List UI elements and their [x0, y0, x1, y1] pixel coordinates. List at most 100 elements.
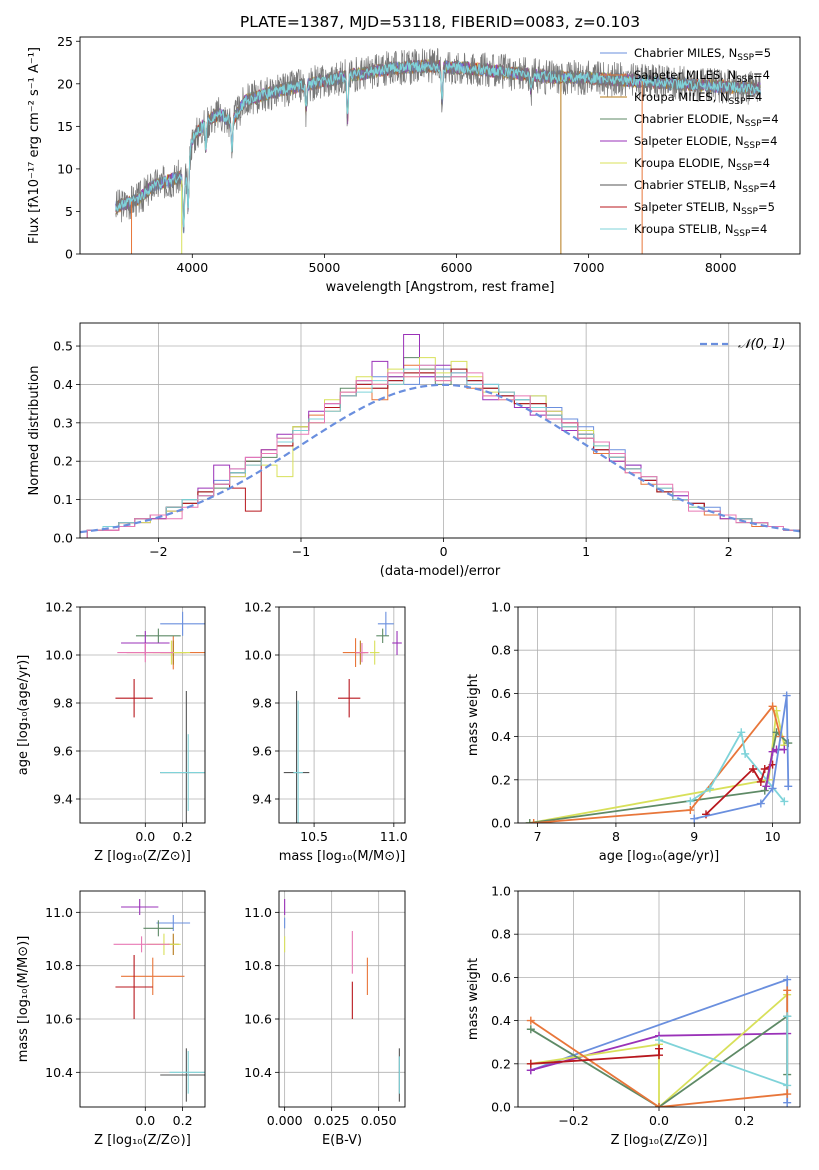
y-tick-label: 0: [65, 247, 73, 262]
y-axis-label: mass weight: [466, 958, 481, 1040]
errorbar-chabrier_elodie: [376, 628, 390, 643]
legend-subscript: SSP: [734, 229, 751, 239]
legend-subscript: SSP: [742, 185, 759, 195]
y-axis-label: age [log₁₀(age/yr)]: [16, 655, 31, 776]
legend-entry: Kroupa ELODIE, NSSP=4: [634, 156, 770, 173]
y-tick-label: 0.0: [491, 816, 511, 831]
errorbar-salpeter_stelib: [115, 955, 153, 1019]
normal-curve: [80, 383, 800, 534]
y-tick-label: 10.8: [45, 958, 73, 973]
weight-marker: [760, 786, 769, 795]
y-tick-label: 0.8: [491, 927, 511, 942]
weight-marker: [783, 1090, 792, 1099]
x-tick-label: 5000: [308, 260, 340, 275]
weight-marker: [686, 797, 695, 806]
panel-age_vs_z: 0.0 0.2 9.4 9.6 9.8 10.0 10.2 Z [log₁₀(Z/Z⊙)] ag…: [16, 600, 206, 864]
y-tick-label: 0.3: [53, 415, 73, 430]
x-tick-label: 0.0: [135, 1113, 155, 1128]
x-tick-label: 0.050: [361, 1113, 397, 1128]
plot-area: [115, 611, 205, 823]
errorbar-pink: [355, 643, 369, 663]
chart-title: PLATE=1387, MJD=53118, FIBERID=0083, z=0…: [240, 13, 640, 31]
x-tick-label: −1: [292, 544, 310, 559]
weight-marker: [655, 1103, 663, 1107]
y-tick-label: 10.4: [45, 1065, 73, 1080]
y-tick-label: 10.6: [244, 1012, 272, 1027]
y-tick-label: 0.4: [53, 377, 73, 392]
legend-entry: Chabrier ELODIE, NSSP=4: [634, 112, 779, 129]
legend-entry: Chabrier STELIB, NSSP=4: [634, 178, 776, 195]
legend-subscript: SSP: [744, 141, 761, 151]
x-tick-label: 6000: [441, 260, 473, 275]
legend-tail: =4: [745, 90, 762, 104]
weight-marker: [655, 1044, 663, 1053]
errorbar-salpeter_stelib: [338, 679, 361, 718]
legend-label: Chabrier STELIB, N: [634, 178, 742, 192]
x-tick-label: 7: [534, 829, 542, 844]
legend-subscript: SSP: [737, 53, 754, 63]
y-tick-label: 1.0: [491, 884, 511, 899]
x-axis-label: age [log₁₀(age/yr)]: [599, 849, 720, 864]
x-tick-label: 10: [765, 829, 781, 844]
errorbar-chabrier_stelib: [160, 1048, 205, 1102]
y-tick-label: 0.8: [491, 643, 511, 658]
legend-subscript: SSP: [729, 97, 746, 107]
plot-area: [525, 691, 793, 823]
errorbar-pink: [117, 643, 174, 663]
plot-area: [284, 899, 400, 1102]
weight-line-kroupa_elodie: [529, 710, 786, 823]
legend-tail: =4: [759, 178, 776, 192]
legend-subscript: SSP: [736, 163, 753, 173]
weight-marker: [526, 1025, 535, 1034]
errorbar-chabrier_miles: [377, 611, 394, 636]
panel-mass_vs_ebv: 0.000 0.025 0.050 10.4 10.6 10.8 11.0 E(B-V): [244, 890, 406, 1148]
panel-mw_vs_age: 7 8 9 10 0.0 0.2 0.4 0.6 0.8 1.0 age [log₁₀(age/yr…: [466, 600, 801, 864]
weight-marker: [737, 728, 746, 737]
x-axis-label: mass [log₁₀(M/M⊙)]: [279, 849, 406, 864]
y-tick-label: 10.0: [244, 648, 272, 663]
y-tick-label: 0.1: [53, 492, 73, 507]
weight-marker: [783, 1098, 792, 1107]
errorbar-chabrier_miles: [160, 611, 205, 636]
x-axis-label: Z [log₁₀(Z/Z⊙)]: [94, 849, 191, 864]
weight-marker: [782, 691, 791, 700]
y-tick-label: 20: [57, 76, 73, 91]
legend-label: Salpeter MILES, N: [634, 68, 736, 82]
y-tick-label: 10.8: [244, 958, 272, 973]
panel-residuals: −2 −1 0 1 2 0.0 0.1 0.2 0.3 0.4 0.5 (data-model)/er…: [27, 322, 801, 579]
y-tick-label: 0.4: [491, 729, 511, 744]
weight-marker: [749, 765, 757, 773]
panel-spectrum: 4000 5000 6000 7000 8000 0 5 10 15 20 25 wavelength…: [27, 13, 801, 295]
weight-marker: [762, 782, 771, 791]
errorbar-salpeter_elodie: [121, 899, 159, 915]
weight-marker: [655, 1036, 663, 1045]
legend-tail: =4: [750, 222, 767, 236]
y-tick-label: 9.4: [252, 792, 272, 807]
x-tick-label: 0.2: [173, 829, 193, 844]
y-axis-label: mass [log₁₀(M/M⊙)]: [16, 936, 31, 1063]
axes-frame: [278, 890, 406, 1108]
weight-marker: [783, 1012, 792, 1021]
legend-subscript: SSP: [736, 75, 753, 85]
weight-marker: [690, 814, 699, 823]
y-tick-label: 11.0: [244, 905, 272, 920]
y-tick-label: 10: [57, 161, 73, 176]
y-tick-label: 0.4: [491, 1013, 511, 1028]
y-tick-label: 0.2: [491, 1056, 511, 1071]
legend-subscript: SSP: [741, 207, 758, 217]
legend-entry: Salpeter STELIB, NSSP=5: [634, 200, 775, 217]
x-tick-label: 0.025: [314, 1113, 350, 1128]
x-tick-label: 0.2: [173, 1113, 193, 1128]
x-tick-label: 8: [612, 829, 620, 844]
legend-entry: Kroupa MILES, NSSP=4: [634, 90, 762, 107]
errorbar-kroupa_elodie: [369, 640, 380, 665]
axes-frame: [79, 890, 206, 1108]
weight-marker: [760, 765, 769, 773]
y-tick-label: 0.6: [491, 686, 511, 701]
weight-marker: [756, 777, 765, 786]
x-tick-label: 0: [440, 544, 448, 559]
x-tick-label: 4000: [176, 260, 208, 275]
legend-tail: =4: [761, 134, 778, 148]
weight-marker: [702, 810, 710, 819]
